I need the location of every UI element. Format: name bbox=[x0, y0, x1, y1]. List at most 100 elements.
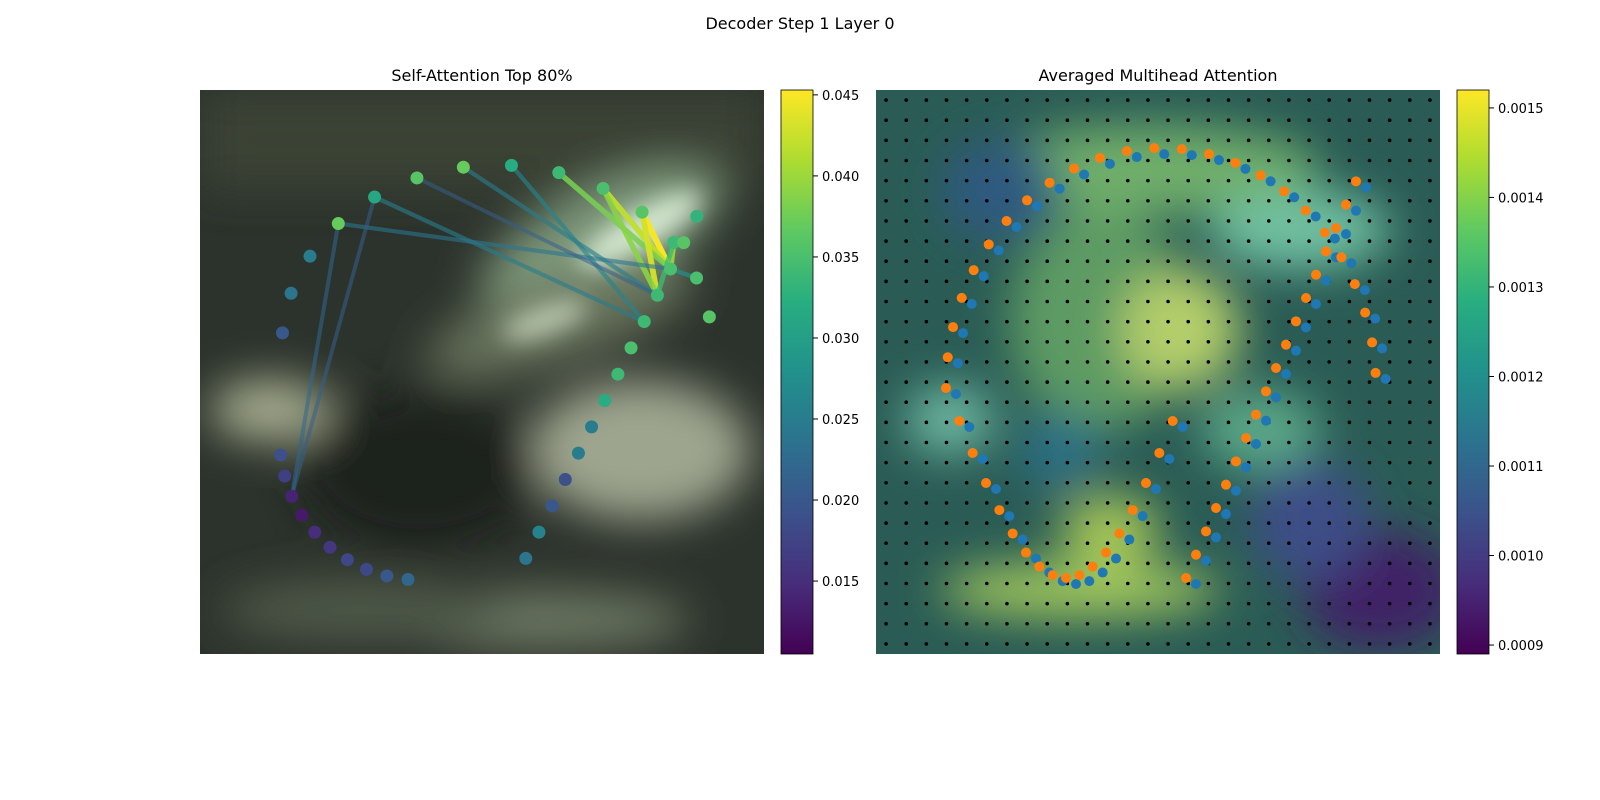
grid-point bbox=[884, 621, 888, 626]
grid-point bbox=[1166, 118, 1170, 123]
grid-point bbox=[1206, 521, 1211, 525]
orange-point-43 bbox=[1191, 549, 1201, 560]
grid-point bbox=[1105, 339, 1110, 344]
grid-point bbox=[1186, 178, 1191, 183]
grid-point bbox=[1367, 239, 1372, 243]
grid-point bbox=[1166, 561, 1170, 566]
sequence-point-22 bbox=[380, 569, 394, 583]
grid-point bbox=[1125, 581, 1130, 586]
grid-point bbox=[1287, 400, 1291, 405]
grid-point bbox=[1166, 360, 1170, 364]
grid-point bbox=[1105, 501, 1110, 505]
grid-point bbox=[884, 480, 888, 485]
grid-point bbox=[1307, 279, 1311, 284]
orange-point-53 bbox=[1291, 316, 1301, 327]
grid-point bbox=[1226, 239, 1231, 243]
grid-point bbox=[1065, 299, 1070, 304]
grid-point bbox=[1307, 480, 1311, 485]
orange-point-6 bbox=[1300, 205, 1311, 216]
attention-edge-11 bbox=[336, 221, 673, 272]
grid-point bbox=[1065, 360, 1070, 364]
grid-point bbox=[944, 339, 949, 344]
orange-point-36 bbox=[1101, 547, 1111, 558]
grid-point bbox=[1065, 420, 1070, 425]
orange-point-31 bbox=[1034, 561, 1045, 572]
grid-point bbox=[1186, 440, 1191, 445]
colorbar-tick-label-2: 0.0011 bbox=[1498, 460, 1544, 475]
grid-point bbox=[1186, 480, 1191, 485]
blue-point-30 bbox=[1031, 553, 1041, 564]
grid-point bbox=[1307, 259, 1311, 264]
grid-point bbox=[1005, 601, 1009, 606]
grid-point bbox=[1367, 319, 1372, 324]
grid-point bbox=[1186, 98, 1191, 102]
grid-point bbox=[1186, 642, 1191, 646]
grid-point bbox=[1125, 178, 1130, 183]
grid-point bbox=[904, 158, 909, 163]
grid-point bbox=[1428, 178, 1432, 183]
grid-point bbox=[1166, 219, 1170, 223]
grid-point bbox=[1246, 480, 1251, 485]
grid-point bbox=[1045, 360, 1050, 364]
grid-point bbox=[984, 561, 989, 566]
grid-point bbox=[1025, 380, 1029, 384]
grid-point bbox=[1206, 98, 1211, 102]
grid-point bbox=[884, 158, 888, 163]
grid-point bbox=[944, 420, 949, 425]
grid-point bbox=[1307, 521, 1311, 525]
grid-point bbox=[884, 380, 888, 384]
grid-point bbox=[1287, 279, 1291, 284]
sequence-point-6 bbox=[504, 158, 518, 172]
grid-point bbox=[1206, 581, 1211, 586]
attention-edge-10 bbox=[372, 194, 647, 324]
grid-point bbox=[1407, 561, 1412, 566]
grid-point bbox=[1226, 98, 1231, 102]
orange-point-15 bbox=[1069, 163, 1080, 174]
orange-point-37 bbox=[1114, 528, 1125, 539]
grid-point bbox=[1186, 420, 1191, 425]
orange-point-2 bbox=[1360, 307, 1371, 318]
colorbar-tick-label-6: 0.045 bbox=[822, 89, 859, 104]
grid-point bbox=[1387, 541, 1392, 546]
grid-point bbox=[1387, 279, 1392, 284]
grid-point bbox=[1045, 198, 1050, 203]
grid-point bbox=[984, 339, 989, 344]
grid-point bbox=[1428, 561, 1432, 566]
grid-point bbox=[1387, 319, 1392, 324]
grid-point bbox=[1367, 360, 1372, 364]
grid-point bbox=[1206, 621, 1211, 626]
attention-edge-2 bbox=[600, 185, 674, 272]
grid-point bbox=[1105, 279, 1110, 284]
grid-point bbox=[1206, 118, 1211, 123]
grid-point bbox=[1125, 98, 1130, 102]
grid-point bbox=[1327, 501, 1332, 505]
grid-point bbox=[924, 541, 929, 546]
grid-point bbox=[1266, 400, 1271, 405]
grid-point bbox=[1085, 259, 1090, 264]
grid-point bbox=[884, 581, 888, 586]
grid-point bbox=[1307, 420, 1311, 425]
blue-point-51 bbox=[1281, 369, 1291, 379]
grid-point bbox=[984, 440, 989, 445]
grid-point bbox=[1407, 158, 1412, 163]
grid-point bbox=[944, 581, 949, 586]
grid-point bbox=[984, 541, 989, 546]
grid-point bbox=[1387, 360, 1392, 364]
grid-point bbox=[984, 158, 989, 163]
grid-point bbox=[1407, 480, 1412, 485]
grid-point bbox=[1146, 138, 1150, 143]
grid-point bbox=[1327, 319, 1332, 324]
grid-point bbox=[1166, 440, 1170, 445]
sequence-point-15 bbox=[278, 469, 292, 483]
grid-point bbox=[1347, 460, 1352, 465]
grid-point bbox=[964, 621, 969, 626]
grid-point bbox=[924, 239, 929, 243]
grid-point bbox=[1226, 198, 1231, 203]
grid-point bbox=[1407, 98, 1412, 102]
grid-point bbox=[1166, 581, 1170, 586]
grid-point bbox=[1407, 239, 1412, 243]
grid-point bbox=[1327, 360, 1332, 364]
colorbar-tick-label-5: 0.0014 bbox=[1498, 191, 1544, 206]
grid-point bbox=[884, 601, 888, 606]
grid-point bbox=[1307, 239, 1311, 243]
